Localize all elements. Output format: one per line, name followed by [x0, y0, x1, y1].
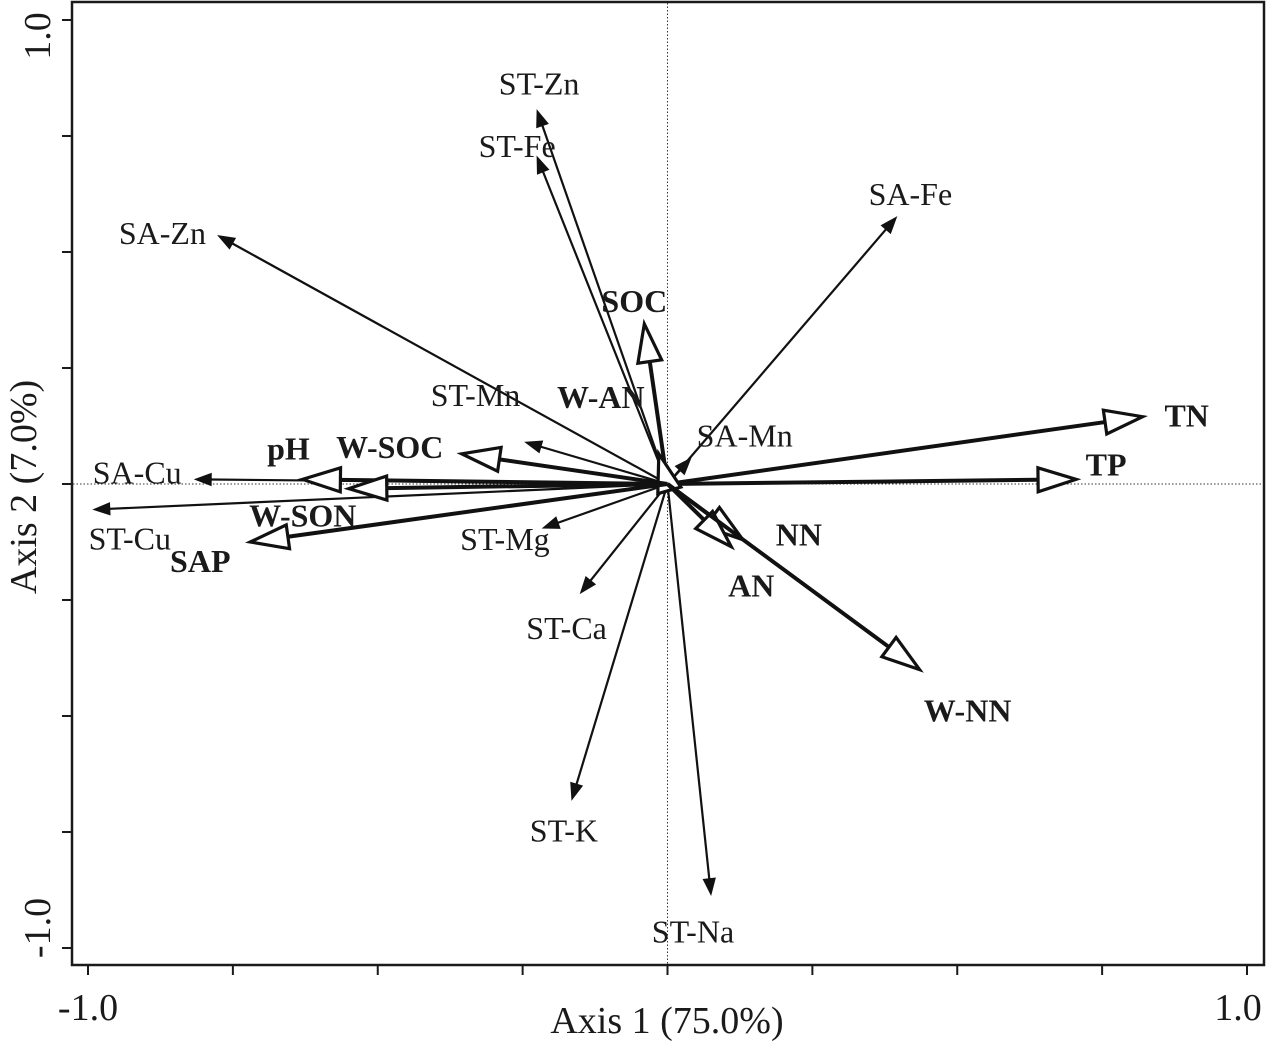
arrowhead-tn: [1101, 408, 1148, 437]
arrow-st-cu: [109, 482, 668, 510]
arrowhead-sap: [244, 522, 292, 551]
arrowhead-st-cu: [92, 502, 111, 516]
label-st-fe: ST-Fe: [479, 128, 556, 164]
arrow-st-na: [666, 483, 711, 879]
label-st-ca: ST-Ca: [526, 610, 607, 646]
arrow-sa-fe: [666, 228, 887, 485]
label-st-mg: ST-Mg: [460, 521, 550, 557]
arrowhead-sa-mn: [674, 457, 692, 476]
arrow-tp: [667, 477, 1039, 486]
arrowhead-sa-fe: [880, 216, 898, 235]
label-w-soc: W-SOC: [336, 429, 443, 465]
label-w-an: W-AN: [557, 379, 645, 415]
arrowhead-st-na: [702, 877, 716, 897]
arrowhead-sa-zn: [217, 235, 237, 250]
y-axis-title: Axis 2 (7.0%): [3, 380, 45, 594]
arrow-labels: ST-Zn ST-Fe SA-Fe SA-Zn ST-Mn SA-Mn SA-Cu ST-Cu…: [89, 65, 1209, 949]
arrowhead-st-k: [570, 781, 584, 801]
y-tick-label-max: 1.0: [17, 12, 59, 60]
arrowhead-tp: [1036, 465, 1082, 494]
arrow-st-fe: [542, 171, 669, 485]
label-sa-zn: SA-Zn: [119, 215, 206, 251]
label-nn: NN: [776, 517, 822, 553]
arrow-w-nn: [666, 482, 891, 649]
label-tn: TN: [1164, 398, 1208, 434]
species-arrows: [92, 109, 898, 897]
arrow-st-ca: [589, 483, 669, 582]
label-sap: SAP: [170, 543, 230, 579]
arrow-st-mn: [540, 445, 668, 486]
arrow-st-mg: [557, 482, 668, 524]
arrow-w-son: [386, 482, 668, 491]
arrowhead-st-ca: [579, 575, 597, 595]
label-st-na: ST-Na: [652, 914, 734, 950]
arrow-w-soc: [499, 457, 668, 486]
arrowhead-ph: [297, 465, 343, 495]
arrow-sa-zn: [231, 242, 669, 485]
arrow-st-zn: [541, 125, 669, 485]
label-sa-cu: SA-Cu: [93, 454, 182, 490]
x-axis-title: Axis 1 (75.0%): [550, 1000, 783, 1042]
label-st-mn: ST-Mn: [431, 377, 521, 413]
arrowhead-w-son: [343, 473, 389, 503]
label-st-zn: ST-Zn: [499, 65, 580, 101]
label-st-k: ST-K: [530, 813, 598, 849]
environment-arrows: [244, 318, 1148, 673]
y-tick-label-min: -1.0: [17, 898, 59, 958]
arrowhead-st-mn: [524, 440, 544, 454]
arrowhead-soc: [635, 318, 665, 366]
arrowhead-st-zn: [536, 109, 549, 129]
arrowhead-st-fe: [536, 155, 550, 175]
label-tp: TP: [1086, 446, 1127, 482]
arrow-sap: [287, 482, 668, 539]
arrowhead-an: [693, 508, 736, 551]
arrowhead-w-nn: [879, 634, 924, 673]
label-an: AN: [728, 568, 774, 604]
arrow-st-k: [575, 483, 669, 785]
arrowhead-st-mg: [541, 516, 561, 529]
label-w-nn: W-NN: [924, 693, 1012, 729]
arrowhead-sa-cu: [193, 472, 212, 487]
axis-ticks: [62, 19, 1248, 975]
arrowhead-w-soc: [456, 445, 504, 474]
label-ph: pH: [267, 430, 310, 466]
label-sa-fe: SA-Fe: [869, 176, 953, 212]
x-tick-label-min: -1.0: [58, 987, 118, 1029]
x-tick-label-max: 1.0: [1214, 987, 1262, 1029]
label-st-cu: ST-Cu: [89, 521, 171, 557]
label-soc: SOC: [601, 283, 667, 319]
arrow-tn: [667, 420, 1106, 486]
label-w-son: W-SON: [249, 498, 356, 534]
label-sa-mn: SA-Mn: [697, 417, 793, 453]
